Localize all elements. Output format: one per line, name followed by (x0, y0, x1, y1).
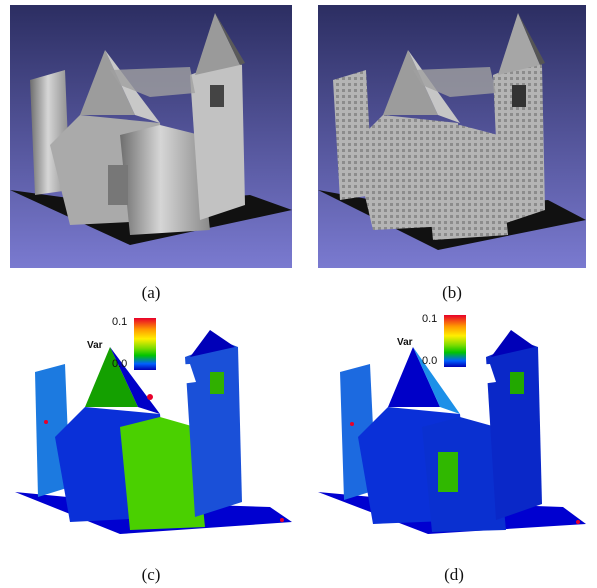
caption-d: (d) (444, 565, 464, 584)
colorbar-legend-c: 0.1 0.0 Var (87, 316, 194, 378)
caption-a: (a) (141, 283, 161, 302)
colorbar-c (134, 318, 156, 370)
caption-c: (c) (141, 565, 161, 584)
colorbar-d-var-label: Var (397, 337, 413, 348)
colorbar-c-max-label: 0.1 (112, 316, 128, 328)
colorbar-c-min-label: 0.0 (112, 358, 128, 370)
panel-b-render (318, 5, 586, 268)
colorbar-c-var-label: Var (87, 340, 103, 351)
panel-a-render (10, 5, 292, 268)
colorbar-legend-d: 0.1 0.0 Var (397, 313, 504, 375)
caption-b: (b) (442, 283, 462, 302)
colorbar-d (444, 315, 466, 367)
colorbar-d-max-label: 0.1 (422, 313, 438, 325)
colorbar-d-min-label: 0.0 (422, 355, 438, 367)
